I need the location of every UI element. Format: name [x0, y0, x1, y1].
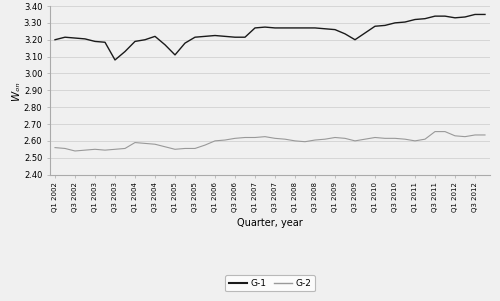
G-1 [332, 28, 338, 31]
G-2 [422, 137, 428, 141]
G-1 [312, 26, 318, 30]
G-1 [222, 35, 228, 38]
G-1 [142, 38, 148, 42]
G-2 [152, 142, 158, 146]
G-1 [62, 36, 68, 39]
G-2 [482, 133, 488, 137]
G-1 [372, 24, 378, 28]
G-2 [372, 136, 378, 139]
G-1 [442, 14, 448, 18]
G-2 [202, 143, 208, 147]
G-2 [382, 137, 388, 140]
G-1 [412, 18, 418, 21]
G-1 [172, 53, 178, 57]
G-2 [232, 137, 238, 140]
G-2 [442, 130, 448, 133]
G-1 [122, 50, 128, 53]
G-1 [292, 26, 298, 30]
G-1 [112, 58, 118, 62]
G-2 [172, 147, 178, 151]
G-2 [72, 149, 78, 153]
G-2 [362, 137, 368, 141]
G-1 [242, 36, 248, 39]
Y-axis label: Wₒₙ: Wₒₙ [11, 81, 21, 100]
G-2 [462, 135, 468, 138]
G-2 [252, 136, 258, 139]
G-2 [82, 148, 88, 152]
G-1 [82, 37, 88, 41]
G-2 [182, 147, 188, 150]
G-2 [132, 141, 138, 144]
G-2 [392, 137, 398, 140]
G-2 [52, 146, 58, 149]
G-2 [302, 140, 308, 144]
G-1 [282, 26, 288, 30]
G-1 [202, 35, 208, 38]
G-1 [272, 26, 278, 30]
G-1 [342, 32, 348, 36]
G-1 [322, 27, 328, 31]
G-1 [52, 38, 58, 42]
G-2 [402, 137, 408, 141]
G-1 [392, 21, 398, 25]
G-1 [472, 13, 478, 16]
Legend: G-1, G-2: G-1, G-2 [225, 275, 315, 291]
G-1 [262, 25, 268, 29]
G-2 [162, 145, 168, 149]
G-2 [282, 137, 288, 141]
G-2 [332, 136, 338, 139]
G-1 [92, 40, 98, 43]
G-2 [92, 147, 98, 151]
G-2 [142, 141, 148, 145]
G-2 [212, 139, 218, 143]
G-2 [412, 139, 418, 143]
G-2 [192, 147, 198, 150]
G-1 [382, 23, 388, 27]
Line: G-1: G-1 [55, 14, 485, 60]
G-1 [162, 43, 168, 47]
G-2 [352, 139, 358, 143]
G-2 [452, 134, 458, 138]
G-1 [132, 40, 138, 43]
G-1 [362, 31, 368, 35]
G-1 [212, 34, 218, 37]
G-2 [292, 139, 298, 143]
G-1 [302, 26, 308, 30]
G-1 [232, 36, 238, 39]
G-2 [122, 147, 128, 150]
G-2 [222, 138, 228, 142]
G-1 [72, 36, 78, 40]
G-2 [312, 138, 318, 142]
G-1 [152, 35, 158, 38]
G-1 [432, 14, 438, 18]
G-1 [402, 20, 408, 24]
G-1 [452, 16, 458, 20]
G-1 [482, 13, 488, 16]
G-2 [102, 148, 108, 152]
G-1 [192, 36, 198, 39]
G-1 [352, 38, 358, 42]
G-2 [342, 137, 348, 140]
G-1 [422, 17, 428, 20]
G-1 [102, 40, 108, 44]
G-1 [462, 15, 468, 19]
G-1 [252, 26, 258, 30]
G-2 [62, 147, 68, 150]
X-axis label: Quarter, year: Quarter, year [237, 218, 303, 228]
G-2 [272, 137, 278, 140]
G-1 [182, 41, 188, 45]
G-2 [472, 133, 478, 137]
Line: G-2: G-2 [55, 132, 485, 151]
G-2 [112, 147, 118, 151]
G-2 [322, 137, 328, 141]
G-2 [262, 135, 268, 138]
G-2 [242, 136, 248, 139]
G-2 [432, 130, 438, 133]
